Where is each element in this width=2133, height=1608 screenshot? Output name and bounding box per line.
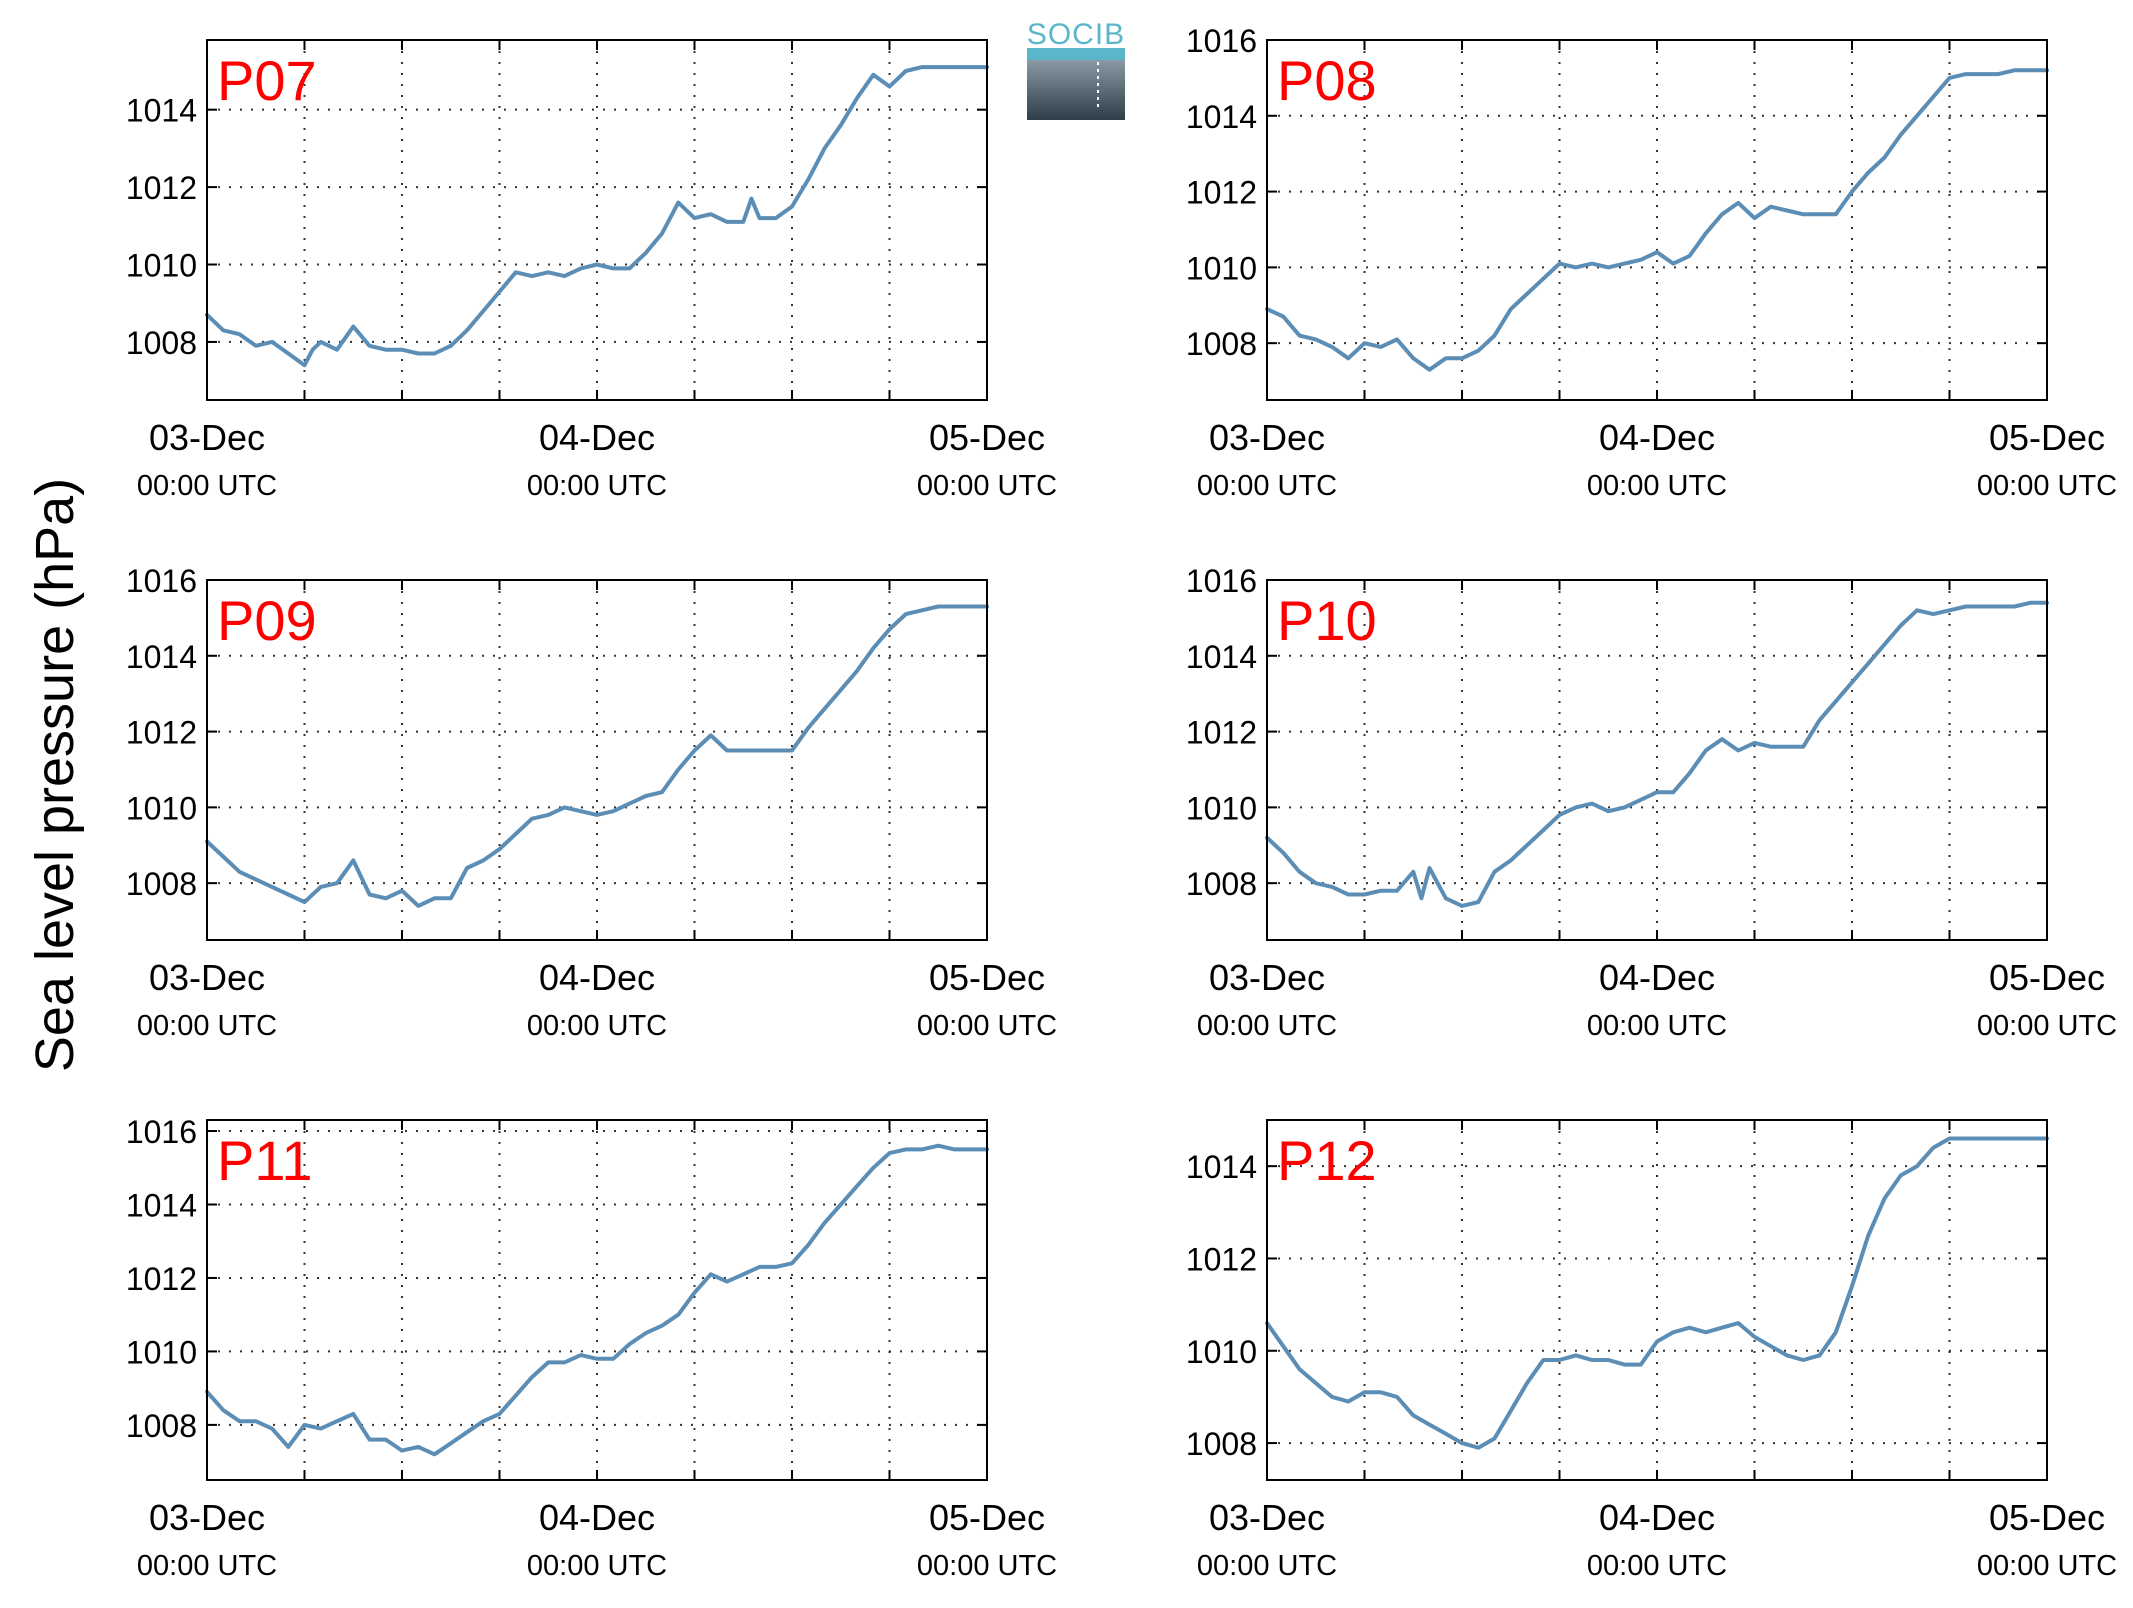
panel-p12: 1008 1010 1012 1014 03-Dec 00:00 UTC 04-Dec 00:… [1186, 1119, 2117, 1582]
series-line-p12 [1265, 1136, 2049, 1450]
y-tick-label: 1010 [1186, 250, 1257, 286]
x-tick-time-label: 00:00 UTC [527, 1010, 667, 1042]
series-line-p09 [205, 604, 989, 908]
x-tick-time-label: 00:00 UTC [917, 470, 1057, 502]
x-tick-date-label: 03-Dec [1209, 957, 1325, 998]
panel-label: P11 [217, 1129, 312, 1192]
x-tick-time-label: 00:00 UTC [1587, 470, 1727, 502]
y-tick-label: 1008 [126, 1408, 197, 1444]
x-tick-time-label: 00:00 UTC [1587, 1550, 1727, 1582]
x-tick-date-label: 05-Dec [929, 1497, 1045, 1538]
y-tick-label: 1014 [1186, 1149, 1257, 1185]
panel-p08: 1008 1010 1012 1014 1016 03-Dec 00:00 UTC 04-De… [1186, 23, 2117, 502]
y-tick-label: 1012 [126, 715, 197, 751]
y-tick-label: 1010 [126, 1334, 197, 1370]
x-tick-date-label: 04-Dec [1599, 957, 1715, 998]
y-tick-label: 1010 [1186, 1334, 1257, 1370]
x-tick-time-label: 00:00 UTC [137, 1010, 277, 1042]
logo-block-icon [1027, 60, 1125, 120]
y-tick-label: 1010 [126, 248, 197, 284]
y-tick-label: 1014 [126, 93, 197, 129]
x-tick-time-label: 00:00 UTC [1197, 1010, 1337, 1042]
x-tick-date-label: 04-Dec [539, 417, 655, 458]
y-axis-title: Sea level pressure (hPa) [25, 478, 85, 1072]
panel-p07: 1008 1010 1012 1014 03-Dec 00:00 UTC 04-Dec 00:… [126, 39, 1057, 502]
x-tick-time-label: 00:00 UTC [527, 470, 667, 502]
x-tick-time-label: 00:00 UTC [527, 1550, 667, 1582]
x-tick-time-label: 00:00 UTC [1977, 1010, 2117, 1042]
panel-label: P08 [1277, 49, 1377, 112]
x-tick-time-label: 00:00 UTC [917, 1550, 1057, 1582]
y-tick-label: 1016 [126, 1114, 197, 1150]
x-tick-time-label: 00:00 UTC [1587, 1010, 1727, 1042]
x-tick-date-label: 04-Dec [1599, 417, 1715, 458]
x-tick-time-label: 00:00 UTC [137, 470, 277, 502]
x-tick-date-label: 05-Dec [929, 417, 1045, 458]
series-line-p11 [205, 1143, 989, 1457]
series-line-p08 [1265, 68, 2049, 372]
y-tick-label: 1008 [126, 325, 197, 361]
y-tick-label: 1008 [1186, 866, 1257, 902]
panel-p09: 1008 1010 1012 1014 1016 03-Dec 00:00 UTC 04-De… [126, 563, 1057, 1042]
y-tick-label: 1008 [1186, 1426, 1257, 1462]
panel-p10: 1008 1010 1012 1014 1016 03-Dec 00:00 UTC 04-De… [1186, 563, 2117, 1042]
y-tick-label: 1008 [1186, 326, 1257, 362]
socib-logo: SOCIB [1027, 18, 1125, 120]
panel-label: P12 [1277, 1129, 1377, 1192]
x-tick-date-label: 03-Dec [149, 957, 265, 998]
y-tick-label: 1016 [1186, 23, 1257, 59]
y-tick-label: 1016 [126, 563, 197, 599]
y-tick-label: 1014 [126, 1187, 197, 1223]
panel-label: P07 [217, 49, 317, 112]
x-tick-time-label: 00:00 UTC [917, 1010, 1057, 1042]
y-tick-label: 1008 [126, 866, 197, 902]
axes-frame [1266, 1119, 2048, 1481]
x-tick-time-label: 00:00 UTC [1197, 1550, 1337, 1582]
x-tick-time-label: 00:00 UTC [137, 1550, 277, 1582]
x-tick-date-label: 03-Dec [1209, 1497, 1325, 1538]
series-line-p07 [205, 65, 989, 368]
axes-frame [206, 39, 988, 401]
y-tick-label: 1014 [126, 639, 197, 675]
series-line-p10 [1265, 600, 2049, 908]
y-tick-label: 1012 [126, 1261, 197, 1297]
x-tick-date-label: 05-Dec [929, 957, 1045, 998]
y-tick-label: 1014 [1186, 99, 1257, 135]
y-tick-label: 1012 [126, 170, 197, 206]
logo-text: SOCIB [1027, 18, 1125, 51]
y-tick-label: 1010 [126, 790, 197, 826]
panel-label: P09 [217, 589, 317, 652]
x-tick-date-label: 04-Dec [539, 1497, 655, 1538]
y-tick-label: 1010 [1186, 790, 1257, 826]
axes-frame [1266, 579, 2048, 941]
x-tick-date-label: 03-Dec [1209, 417, 1325, 458]
x-tick-date-label: 05-Dec [1989, 417, 2105, 458]
panel-label: P10 [1277, 589, 1377, 652]
y-tick-label: 1016 [1186, 563, 1257, 599]
x-tick-date-label: 03-Dec [149, 1497, 265, 1538]
x-tick-date-label: 04-Dec [1599, 1497, 1715, 1538]
logo-band-icon [1027, 48, 1125, 60]
y-tick-label: 1014 [1186, 639, 1257, 675]
x-tick-time-label: 00:00 UTC [1977, 470, 2117, 502]
x-tick-date-label: 04-Dec [539, 957, 655, 998]
y-tick-label: 1012 [1186, 1241, 1257, 1277]
y-tick-label: 1012 [1186, 175, 1257, 211]
x-tick-date-label: 05-Dec [1989, 1497, 2105, 1538]
x-tick-time-label: 00:00 UTC [1197, 470, 1337, 502]
x-tick-date-label: 03-Dec [149, 417, 265, 458]
y-tick-label: 1012 [1186, 715, 1257, 751]
panel-p11: 1008 1010 1012 1014 1016 03-Dec 00:00 UTC 04-De… [126, 1114, 1057, 1582]
x-tick-time-label: 00:00 UTC [1977, 1550, 2117, 1582]
x-tick-date-label: 05-Dec [1989, 957, 2105, 998]
